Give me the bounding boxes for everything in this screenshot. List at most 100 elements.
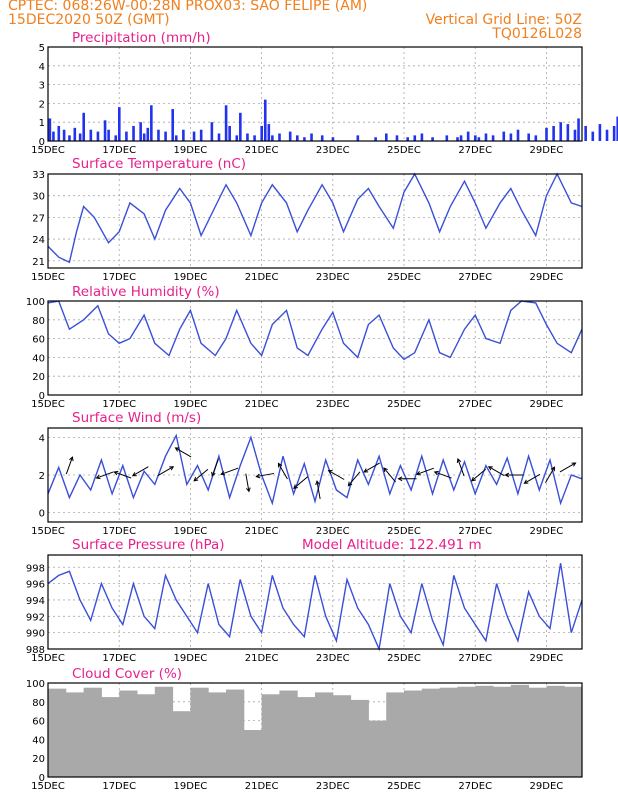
wind-arrow [131, 466, 149, 477]
cloud-bar [208, 692, 227, 777]
precip-bar [132, 125, 135, 141]
wind-arrow [363, 462, 381, 473]
x-tick-label: 21DEC [245, 145, 279, 156]
precip-bar [552, 125, 555, 141]
x-tick-label: 25DEC [387, 653, 421, 664]
y-tick-label: 60 [32, 717, 45, 728]
wind-arrow [545, 466, 555, 484]
precip-bar [484, 133, 488, 141]
cloud-bar [172, 711, 191, 777]
wind-arrow [347, 471, 361, 487]
wind-arrow [523, 473, 541, 484]
series-line [47, 433, 583, 506]
precip-bar [545, 127, 548, 141]
precip-bar [228, 125, 231, 141]
y-tick-label: 5 [39, 43, 45, 54]
y-tick-label: 20 [32, 372, 45, 383]
wind-arrow [559, 462, 577, 473]
x-tick-label: 27DEC [458, 526, 492, 537]
x-tick-label: 17DEC [102, 145, 136, 156]
x-tick-label: 17DEC [102, 399, 136, 410]
y-tick-label: 24 [32, 235, 45, 246]
cloud-bar [48, 688, 67, 777]
y-tick-label: 60 [32, 335, 45, 346]
precip-bar [103, 120, 107, 141]
y-tick-label: 30 [32, 192, 45, 203]
cloud-bar [386, 692, 405, 777]
precip-bar [491, 135, 495, 141]
precip-bar [584, 125, 587, 141]
wind-arrow [113, 470, 132, 479]
cloud-bar [65, 692, 85, 777]
wind-arrow [245, 473, 251, 493]
x-tick-label: 23DEC [316, 526, 350, 537]
x-tick-label: 19DEC [174, 272, 208, 283]
y-tick-label: 20 [32, 754, 45, 765]
x-tick-label: 27DEC [458, 781, 492, 792]
x-tick-label: 15DEC [31, 653, 65, 664]
x-tick-label: 29DEC [530, 653, 564, 664]
x-tick-label: 29DEC [530, 399, 564, 410]
wind-arrow [255, 472, 275, 479]
cloud-bar [279, 690, 298, 777]
y-tick-label: 4 [39, 62, 45, 73]
precip-bar [616, 116, 618, 141]
y-tick-label: 2 [39, 99, 45, 110]
precip-bar [406, 137, 409, 141]
x-tick-label: 29DEC [530, 526, 564, 537]
precip-bar [57, 125, 61, 141]
y-tick-label: 40 [32, 735, 45, 746]
y-tick-label: 100 [26, 679, 45, 690]
x-tick-label: 29DEC [530, 145, 564, 156]
precip-bar [456, 137, 459, 141]
station-header: CPTEC: 068:26W-00:28N PROX03: SAO FELIPE… [8, 0, 368, 14]
x-tick-label: 25DEC [387, 272, 421, 283]
cloud-bar [226, 689, 245, 777]
y-tick-label: 2 [39, 471, 45, 482]
cloud-bar [83, 687, 102, 777]
precip-bar [62, 129, 66, 141]
wind-arrow [433, 470, 452, 479]
wind-arrow [174, 447, 192, 458]
precip-bar [142, 133, 146, 141]
y-tick-label: 0 [39, 391, 45, 402]
x-tick-label: 19DEC [174, 145, 208, 156]
x-tick-label: 25DEC [387, 399, 421, 410]
precip-bar [139, 122, 142, 141]
precip-bar [157, 129, 160, 141]
precip-bar [598, 124, 602, 141]
precip-bar [320, 135, 324, 141]
x-tick-label: 27DEC [458, 399, 492, 410]
wind-arrow [65, 456, 74, 475]
precip-bar [164, 131, 167, 141]
precip-bar [527, 133, 530, 141]
precip-bar [217, 133, 221, 141]
panel-1: 15DEC 17DEC 19DEC 21DEC 23DEC 25DEC 27DEC 29DEC… [31, 156, 583, 283]
precip-bar [420, 133, 424, 141]
x-tick-label: 23DEC [316, 272, 350, 283]
precip-bar [171, 109, 174, 141]
x-tick-label: 21DEC [245, 272, 279, 283]
precip-bar [577, 118, 580, 141]
cloud-bar [119, 690, 138, 777]
x-tick-label: 23DEC [316, 145, 350, 156]
x-tick-label: 17DEC [102, 653, 136, 664]
precip-bar [246, 133, 249, 141]
panel-2: 15DEC 17DEC 19DEC 21DEC 23DEC 25DEC 27DEC 29DEC… [26, 284, 583, 410]
precip-bar [82, 112, 85, 141]
y-tick-label: 1 [39, 118, 45, 129]
y-tick-label: 80 [32, 698, 45, 709]
y-tick-label: 998 [26, 563, 45, 574]
x-tick-label: 19DEC [174, 526, 208, 537]
precip-bar [395, 135, 399, 141]
precip-bar [374, 137, 377, 141]
precip-bar [73, 127, 77, 141]
x-tick-label: 21DEC [245, 781, 279, 792]
y-tick-label: 0 [39, 773, 45, 784]
x-tick-label: 19DEC [174, 781, 208, 792]
y-tick-label: 80 [32, 316, 45, 327]
x-tick-label: 15DEC [31, 399, 65, 410]
precip-bar [78, 133, 82, 141]
precip-bar [68, 135, 71, 141]
precip-bar [267, 124, 271, 141]
